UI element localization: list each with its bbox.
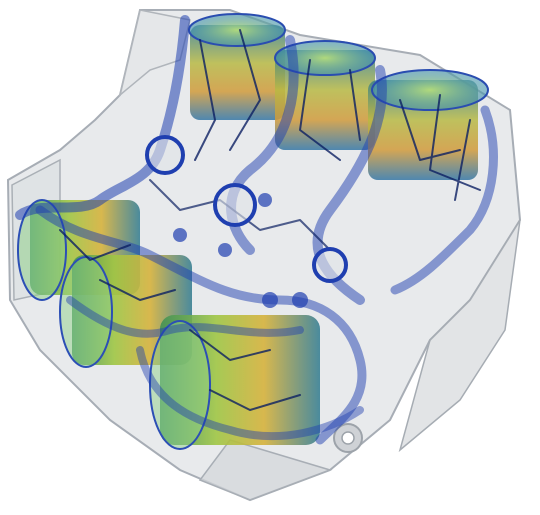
cylinder-top-1 bbox=[188, 13, 286, 120]
bolt-bosses bbox=[145, 135, 348, 308]
cylinder-front-3 bbox=[149, 315, 320, 450]
cylinder-top-3 bbox=[368, 69, 489, 180]
